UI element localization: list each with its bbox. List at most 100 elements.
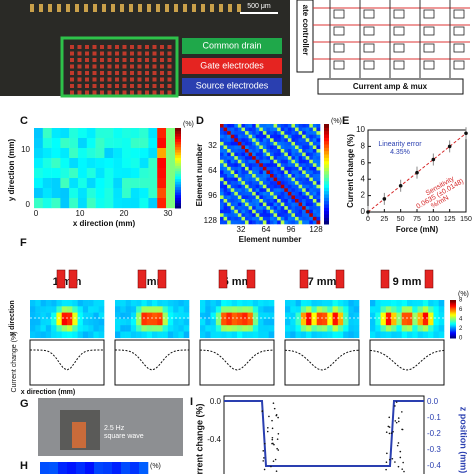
pad [120, 4, 124, 12]
colorbar [450, 307, 456, 310]
heat-cell [266, 199, 271, 203]
heat-cell [115, 300, 121, 307]
cell [145, 71, 149, 75]
heat-cell [69, 148, 79, 159]
heat-cell [263, 325, 270, 332]
heat-cell [252, 220, 257, 225]
pad [111, 4, 115, 12]
heat-cell [262, 156, 267, 161]
heat-cell [183, 325, 190, 332]
cell [107, 71, 112, 75]
heat-cell [183, 331, 190, 339]
heat-cell [130, 168, 140, 179]
heat-cell [130, 312, 137, 320]
heat-cell [248, 184, 253, 189]
heat-cell [230, 213, 235, 218]
cell [77, 64, 82, 69]
cell [160, 64, 164, 69]
heat-cell [223, 216, 228, 221]
heat-cell [270, 181, 274, 186]
heat-cell [148, 168, 158, 179]
heat-cell [309, 206, 314, 211]
heat-cell [306, 306, 312, 313]
tick-label: 0 [459, 336, 463, 342]
heat-cell [45, 312, 52, 320]
heat-cell [259, 159, 264, 164]
heat-cell [302, 209, 307, 214]
heat-cell [295, 188, 299, 193]
heat-cell [298, 131, 303, 136]
heat-cell [262, 177, 267, 182]
cell [100, 90, 104, 95]
heat-cell [407, 306, 413, 313]
cell [145, 45, 149, 49]
heat-cell [42, 158, 52, 169]
heat-cell [220, 159, 224, 164]
colorbar [450, 320, 456, 323]
heat-cell [316, 300, 323, 307]
heat-cell [255, 206, 260, 211]
heat-cell [113, 128, 123, 139]
colorbar [324, 170, 329, 175]
heat-cell [146, 331, 153, 339]
heat-cell [287, 134, 292, 139]
heat-cell [295, 213, 299, 218]
cell [152, 90, 157, 95]
pad [84, 4, 88, 12]
heat-cell [291, 141, 296, 146]
heat-cell [220, 163, 224, 168]
heat-cell [245, 145, 249, 150]
heat-cell [277, 202, 282, 207]
heat-cell [337, 306, 344, 313]
heat-cell [98, 331, 105, 339]
heat-cell [380, 318, 387, 326]
heat-cell [295, 318, 302, 326]
cell [107, 45, 112, 49]
heat-cell [237, 152, 242, 157]
heat-cell [237, 318, 243, 326]
cell [107, 51, 112, 56]
heat-cell [259, 174, 264, 178]
amp-box [317, 78, 464, 95]
heat-cell [337, 312, 344, 320]
heat-cell [401, 300, 408, 307]
point [464, 131, 468, 136]
cell [160, 45, 164, 49]
heat-cell [34, 148, 43, 159]
heat-cell [241, 152, 246, 157]
heat-cell [166, 158, 175, 169]
heat-cell [375, 325, 381, 332]
heat-cell [270, 195, 274, 200]
heat-cell [428, 300, 434, 307]
heat-cell [78, 198, 87, 209]
heat-cell [76, 462, 86, 474]
cell [130, 77, 134, 82]
heat-cell [148, 158, 158, 169]
label-box [182, 58, 282, 74]
heat-cell [34, 188, 43, 199]
heat-cell [237, 300, 243, 307]
heat-cell [284, 199, 289, 203]
heat-cell [104, 148, 114, 159]
heat-cell [60, 188, 70, 199]
profile-line [29, 349, 105, 371]
dot [402, 461, 404, 464]
heat-cell [306, 300, 312, 307]
heat-cell [327, 300, 333, 307]
heat-cell [148, 198, 158, 209]
heat-cell [284, 163, 289, 168]
heat-cell [166, 168, 175, 179]
heat-cell [72, 306, 78, 313]
colorbar [450, 305, 456, 307]
axis-label: Current change (%) [194, 403, 204, 474]
heat-cell [51, 128, 61, 139]
heat-cell [270, 184, 274, 189]
heat-cell [98, 306, 105, 313]
heat-cell [221, 325, 227, 332]
heat-cell [332, 300, 339, 307]
heat-cell [157, 306, 163, 313]
heat-cell [295, 145, 299, 150]
heat-cell [273, 124, 278, 128]
heat-cell [252, 188, 257, 193]
heat-cell [327, 325, 333, 332]
